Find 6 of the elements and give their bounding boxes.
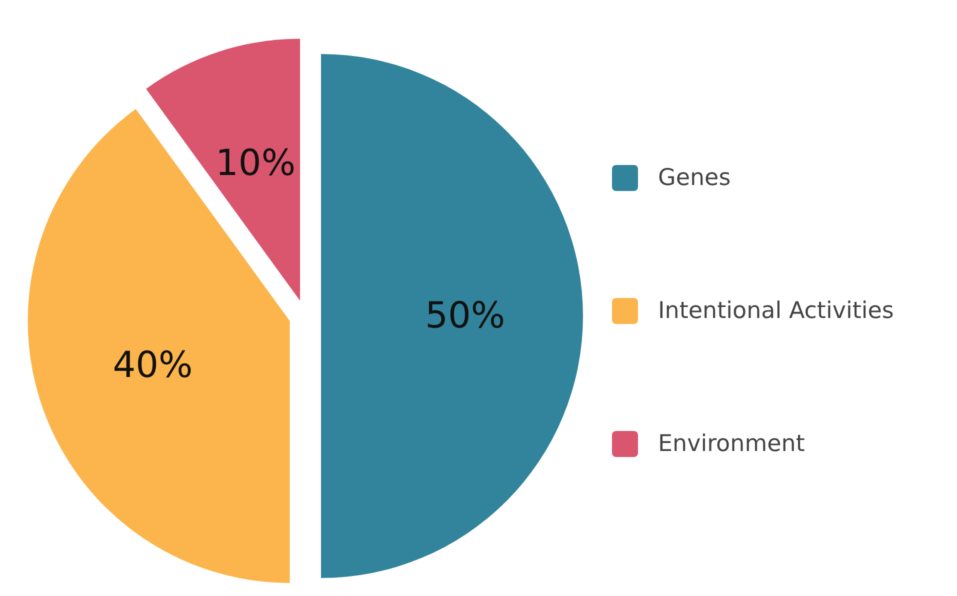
legend-label: Intentional Activities — [658, 298, 894, 324]
legend-label: Environment — [658, 431, 805, 457]
data-label: 40% — [112, 344, 193, 386]
data-label: 50% — [425, 296, 506, 336]
data-label: 10% — [216, 143, 296, 184]
legend-label: Genes — [658, 165, 731, 191]
